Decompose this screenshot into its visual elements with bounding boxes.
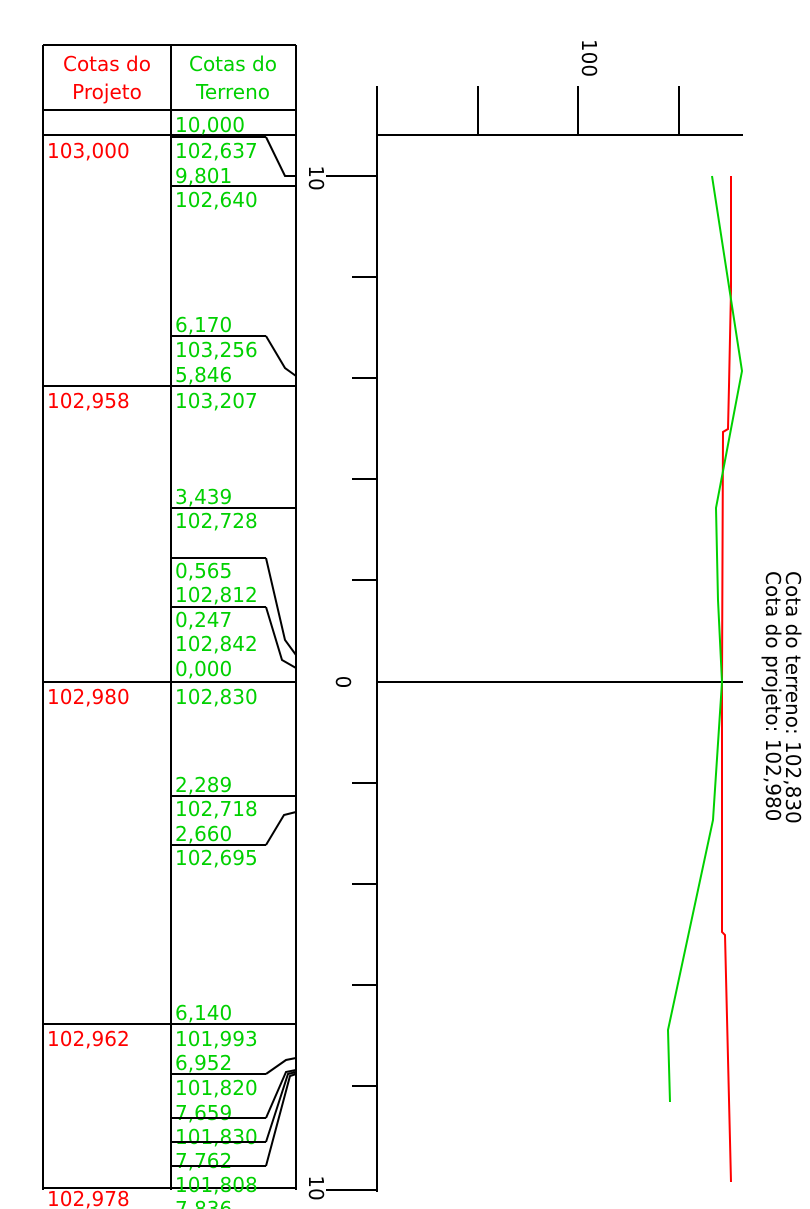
leader-lines xyxy=(171,136,297,1167)
terreno-offset: 0,247 xyxy=(175,608,232,632)
cota-projeto-label: Cota do projeto: 102,980 xyxy=(761,571,785,821)
offset-label-bottom: 10 xyxy=(304,1175,328,1200)
terreno-cota: 101,993 xyxy=(175,1027,258,1051)
elevation-table xyxy=(42,44,297,1190)
terreno-cota: 103,207 xyxy=(175,389,258,413)
terreno-offset: 0,565 xyxy=(175,559,232,583)
header-terreno-line2: Terreno xyxy=(195,80,270,104)
terreno-profile-line xyxy=(666,175,744,1103)
projeto-profile-line xyxy=(721,176,732,1183)
terreno-offset: 6,140 xyxy=(175,1001,232,1025)
terreno-offset: 10,000 xyxy=(175,113,245,137)
header-projeto-line2: Projeto xyxy=(72,80,142,104)
section-axes xyxy=(326,86,743,1192)
terreno-offset: 0,000 xyxy=(175,657,232,681)
terreno-offset: 6,170 xyxy=(175,313,232,337)
offset-label-center: 0 xyxy=(331,676,355,689)
terreno-cota: 102,718 xyxy=(175,797,258,821)
offset-label-top: 10 xyxy=(304,165,328,190)
terreno-offset: 2,660 xyxy=(175,822,232,846)
terreno-column: 10,000 102,637 9,801 102,640 6,170 103,2… xyxy=(175,113,258,1209)
header-terreno-line1: Cotas do xyxy=(189,52,277,76)
terreno-cota: 102,842 xyxy=(175,632,258,656)
projeto-cota: 102,962 xyxy=(47,1027,130,1051)
terreno-offset: 2,289 xyxy=(175,773,232,797)
terreno-offset: 3,439 xyxy=(175,485,232,509)
terreno-cota: 103,256 xyxy=(175,338,258,362)
terreno-cota: 102,695 xyxy=(175,846,258,870)
terreno-offset: 9,801 xyxy=(175,164,232,188)
header-projeto-line1: Cotas do xyxy=(63,52,151,76)
projeto-cota: 103,000 xyxy=(47,139,130,163)
projeto-cota: 102,978 xyxy=(47,1187,130,1209)
terreno-offset: 7,836 xyxy=(175,1197,232,1209)
terreno-cota: 101,830 xyxy=(175,1125,258,1149)
terreno-offset: 7,659 xyxy=(175,1101,232,1125)
terreno-cota: 102,812 xyxy=(175,583,258,607)
terreno-cota: 101,808 xyxy=(175,1173,258,1197)
terreno-cota: 102,728 xyxy=(175,509,258,533)
terreno-cota: 102,637 xyxy=(175,139,258,163)
terreno-cota: 102,640 xyxy=(175,188,258,212)
terreno-offset: 6,952 xyxy=(175,1051,232,1075)
cota-terreno-label: Cota do terreno: 102,830 xyxy=(781,571,805,824)
projeto-cota: 102,958 xyxy=(47,389,130,413)
terreno-offset: 7,762 xyxy=(175,1149,232,1173)
terreno-cota: 101,820 xyxy=(175,1076,258,1100)
terreno-offset: 5,846 xyxy=(175,363,232,387)
projeto-cota: 102,980 xyxy=(47,685,130,709)
terreno-cota: 102,830 xyxy=(175,685,258,709)
elevation-axis-label: 100 xyxy=(577,39,601,77)
